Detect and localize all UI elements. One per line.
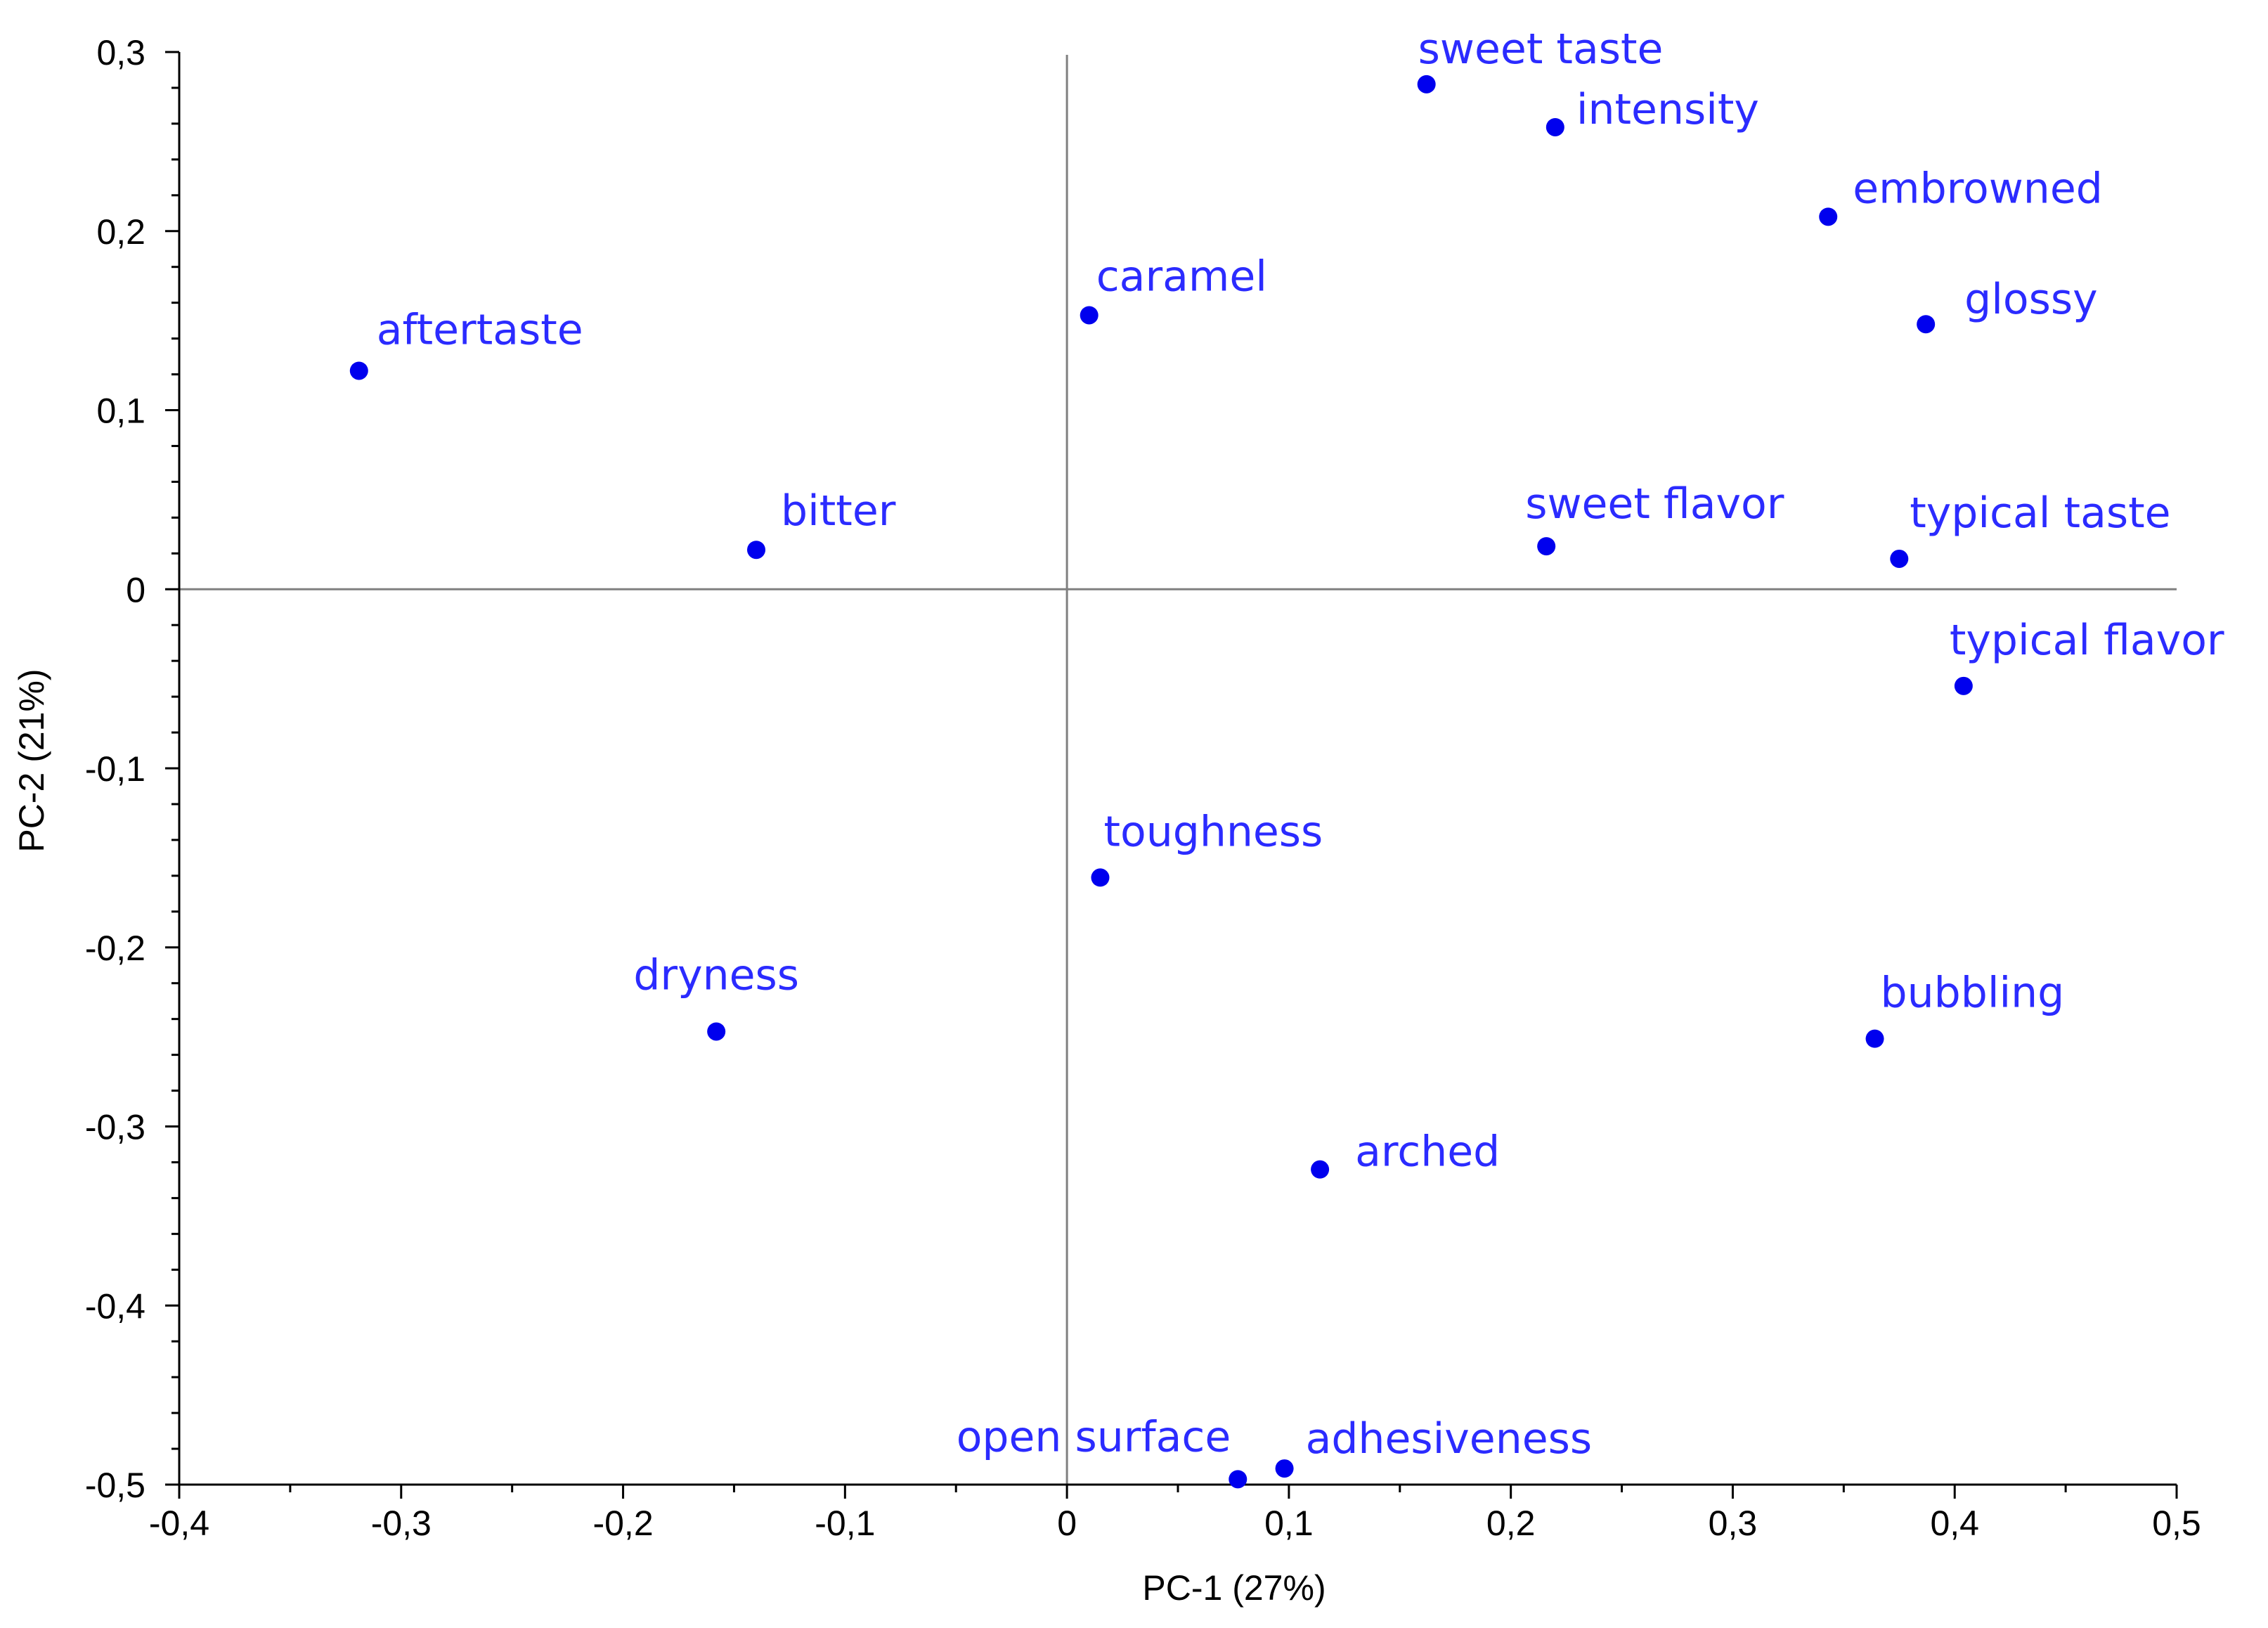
point-labels: sweet taste intensity embrowned glossy caram…: [377, 25, 2224, 1464]
data-point: [1546, 117, 1564, 136]
point-label: typical taste: [1910, 489, 2170, 538]
x-tick-label: 0,4: [1930, 1504, 1979, 1543]
x-axis-ticks: -0,4 -0,3 -0,2 -0,1 0 0,1 0,2 0,3 0,4 0,5: [149, 1485, 2201, 1543]
point-label: aftertaste: [377, 305, 583, 354]
data-point: [1275, 1459, 1294, 1478]
y-tick-label: -0,3: [85, 1108, 145, 1147]
y-tick-label: 0,2: [96, 212, 145, 252]
y-tick-label: -0,2: [85, 929, 145, 968]
x-tick-label: 0,3: [1709, 1504, 1758, 1543]
point-label: intensity: [1576, 85, 1759, 134]
data-point: [1229, 1470, 1248, 1489]
point-label: sweet taste: [1418, 25, 1664, 74]
data-point: [1417, 75, 1436, 93]
data-point: [349, 361, 368, 380]
data-point: [1091, 868, 1110, 887]
x-tick-label: -0,1: [815, 1504, 875, 1543]
data-point: [1890, 549, 1909, 568]
x-tick-label: 0,1: [1264, 1504, 1314, 1543]
x-tick-label: 0,2: [1486, 1504, 1536, 1543]
x-tick-label: -0,3: [371, 1504, 432, 1543]
point-label: open surface: [957, 1412, 1231, 1461]
point-label: arched: [1355, 1128, 1500, 1177]
data-points: [349, 75, 1973, 1489]
point-label: caramel: [1096, 252, 1267, 301]
data-point: [1954, 676, 1973, 695]
origin-lines: [179, 55, 2177, 1485]
point-label: glossy: [1964, 275, 2098, 324]
data-point: [1080, 306, 1099, 325]
point-label: typical flavor: [1950, 616, 2224, 665]
y-axis-ticks: 0,3 0,2 0,1 0 -0,1 -0,2 -0,3 -0,4 -0,5: [85, 33, 179, 1505]
point-label: adhesiveness: [1306, 1414, 1593, 1464]
y-tick-label: 0,3: [96, 33, 145, 72]
data-point: [1537, 537, 1556, 556]
x-tick-label: -0,4: [149, 1504, 209, 1543]
point-label: embrowned: [1853, 164, 2103, 213]
point-label: sweet flavor: [1525, 479, 1784, 529]
data-point: [707, 1022, 726, 1041]
x-tick-label: 0,5: [2152, 1504, 2201, 1543]
x-tick-label: -0,2: [592, 1504, 653, 1543]
data-point: [1819, 207, 1838, 226]
data-point: [1917, 315, 1936, 334]
data-point: [747, 541, 766, 560]
data-point: [1311, 1160, 1330, 1179]
data-point: [1865, 1029, 1884, 1048]
point-label: bitter: [781, 486, 896, 536]
x-tick-label: 0: [1057, 1504, 1077, 1543]
y-tick-label: 0: [126, 570, 145, 609]
y-axis-title: PC-2 (21%): [12, 668, 51, 852]
y-tick-label: -0,5: [85, 1466, 145, 1505]
x-axis-title: PC-1 (27%): [1142, 1568, 1326, 1608]
point-label: dryness: [633, 950, 799, 1000]
point-label: toughness: [1103, 807, 1323, 856]
y-tick-label: -0,4: [85, 1286, 145, 1326]
y-tick-label: 0,1: [96, 392, 145, 431]
y-tick-label: -0,1: [85, 749, 145, 789]
point-label: bubbling: [1881, 969, 2065, 1018]
